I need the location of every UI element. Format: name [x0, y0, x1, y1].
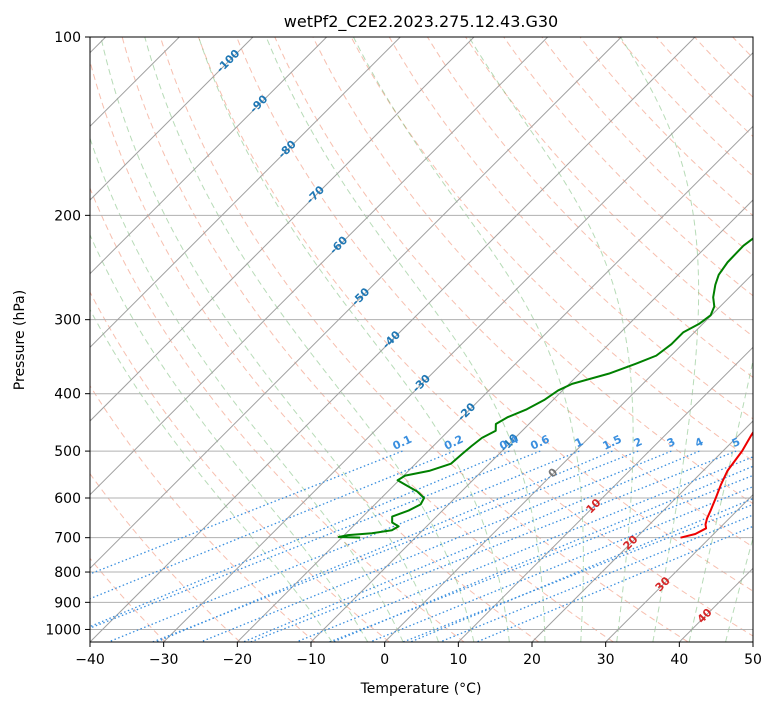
mixing-ratio-line — [108, 450, 580, 642]
y-tick-label: 700 — [54, 531, 81, 547]
dry-adiabat-line — [90, 472, 241, 642]
dry-adiabat-line — [388, 37, 753, 420]
isotherm-line — [90, 37, 254, 201]
sounding-profiles — [337, 237, 753, 539]
dry-adiabat-line — [121, 37, 614, 642]
isobar-grid — [90, 37, 753, 630]
mixing-ratio-line — [200, 450, 672, 642]
y-tick-label: 900 — [54, 595, 81, 611]
mixing-ratio-line — [402, 503, 753, 642]
y-tick-label: 500 — [54, 444, 81, 460]
y-tick-label: 400 — [54, 387, 81, 403]
x-tick-label: 50 — [744, 652, 762, 668]
dry-adiabat-line — [465, 37, 753, 337]
mixing-ratio-line — [90, 450, 541, 629]
temperature-profile-line — [680, 430, 753, 539]
mixing-ratio-line — [332, 465, 753, 642]
dry-adiabat-line — [90, 291, 390, 642]
isotherms — [90, 37, 753, 642]
isotherm-line — [90, 37, 328, 275]
x-tick-label: 40 — [670, 652, 688, 668]
isotherm-line — [90, 37, 549, 496]
moist-adiabat-line — [90, 136, 404, 642]
x-tick-label: −30 — [149, 652, 179, 668]
dry-adiabat-line — [159, 37, 689, 642]
moist-adiabat-line — [144, 37, 475, 642]
moist-adiabat-line — [620, 37, 700, 642]
moist-adiabat-line — [198, 37, 510, 642]
y-tick-label: 200 — [54, 208, 81, 224]
isotherm-line — [457, 346, 753, 642]
mixing-ratio-line — [156, 450, 613, 642]
isotherm-line — [310, 199, 753, 642]
moist-adiabat-line — [90, 233, 369, 642]
moist-adiabats — [90, 37, 753, 642]
dewpoint-profile-line — [337, 237, 753, 539]
y-tick-label: 800 — [54, 565, 81, 581]
moist-adiabat-line — [468, 37, 634, 642]
x-tick-label: −20 — [223, 652, 253, 668]
x-axis-ticks: −40 −30 −20 −10 0 10 20 30 40 50 — [75, 642, 762, 668]
mixing-ratio-line — [296, 456, 753, 642]
mixing-ratio-line — [410, 497, 753, 642]
mixing-ratio-lines — [90, 450, 753, 642]
mixing-ratio-line — [329, 474, 753, 642]
isotherm-line — [605, 493, 753, 642]
isotherm-line — [163, 51, 753, 642]
x-tick-label: −40 — [75, 652, 105, 668]
x-tick-label: −10 — [296, 652, 326, 668]
isotherm-line — [236, 125, 753, 642]
dry-adiabat-line — [236, 37, 753, 592]
moist-adiabat-line — [90, 308, 333, 642]
mixing-ratio-line — [242, 450, 700, 642]
x-axis-label: Temperature (°C) — [360, 681, 482, 697]
mixing-ratio-line — [152, 450, 639, 642]
dry-adiabat-line — [503, 37, 753, 297]
x-tick-label: 10 — [449, 652, 467, 668]
isotherm-line — [90, 37, 401, 349]
isotherm-line — [531, 420, 753, 642]
isotherm-line — [90, 37, 696, 642]
dry-adiabat-line — [426, 37, 753, 378]
y-tick-label: 300 — [54, 313, 81, 329]
dry-adiabat-line — [90, 59, 540, 642]
y-axis-ticks: 100 200 300 400 500 600 700 800 900 1000 — [45, 30, 90, 638]
y-tick-label: 600 — [54, 491, 81, 507]
mixing-ratio-line — [250, 450, 737, 642]
dry-adiabat-line — [274, 37, 753, 548]
dry-adiabat-line — [312, 37, 753, 505]
dry-adiabat-line — [90, 384, 316, 642]
mixing-ratio-line — [90, 450, 403, 575]
chart-title: wetPf2_C2E2.2023.275.12.43.G30 — [284, 12, 558, 32]
dry-adiabats — [90, 37, 753, 642]
moist-adiabat-line — [725, 536, 753, 642]
x-tick-label: 20 — [523, 652, 541, 668]
x-tick-label: 30 — [597, 652, 615, 668]
mixing-ratio-line — [90, 450, 510, 628]
moist-adiabat-line — [353, 37, 584, 642]
mixing-ratio-line — [90, 450, 455, 600]
dry-adiabat-line — [90, 186, 465, 642]
isotherm-line — [90, 37, 475, 422]
y-axis-label: Pressure (hPa) — [12, 290, 28, 390]
plot-frame — [89, 36, 754, 643]
isotherm-line — [90, 37, 622, 570]
mixing-ratio-line — [476, 525, 753, 642]
y-tick-label: 1000 — [45, 622, 81, 638]
moist-adiabat-line — [688, 358, 753, 642]
dry-adiabat-line — [350, 37, 753, 462]
y-tick-label: 100 — [54, 30, 81, 46]
x-tick-label: 0 — [380, 652, 389, 668]
moist-adiabat-line — [100, 37, 439, 642]
